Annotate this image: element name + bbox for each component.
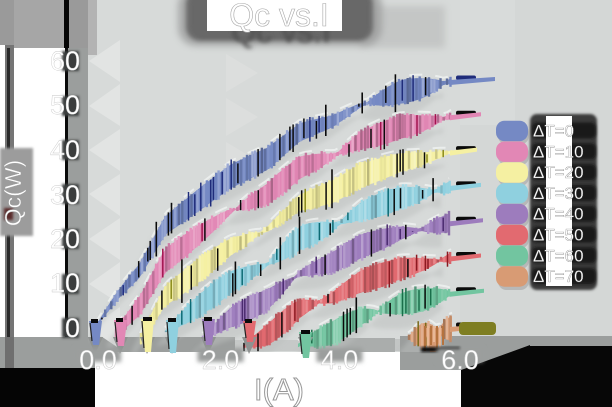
svg-text:10: 10	[50, 268, 80, 298]
svg-text:40: 40	[50, 135, 80, 165]
svg-text:20: 20	[50, 224, 80, 254]
svg-text:ΔT=50: ΔT=50	[533, 226, 584, 245]
svg-text:30: 30	[50, 180, 80, 210]
svg-text:ΔT=10: ΔT=10	[533, 142, 584, 161]
svg-text:ΔT=20: ΔT=20	[533, 163, 584, 182]
svg-text:Qc vs.I: Qc vs.I	[229, 0, 329, 33]
svg-text:6.0: 6.0	[441, 345, 479, 375]
svg-text:0.0: 0.0	[79, 345, 117, 375]
svg-text:ΔT=30: ΔT=30	[533, 184, 584, 203]
svg-text:4.0: 4.0	[321, 345, 359, 375]
svg-text:60: 60	[50, 46, 80, 76]
svg-text:ΔT=70: ΔT=70	[533, 267, 584, 286]
svg-text:ΔT=0: ΔT=0	[533, 122, 574, 141]
svg-text:I(A): I(A)	[254, 372, 304, 407]
svg-text:ΔT=60: ΔT=60	[533, 246, 584, 265]
svg-text:Qc(W): Qc(W)	[0, 160, 26, 226]
svg-text:2.0: 2.0	[202, 345, 240, 375]
svg-text:50: 50	[50, 90, 80, 120]
svg-text:ΔT=40: ΔT=40	[533, 205, 584, 224]
svg-text:0: 0	[65, 313, 80, 343]
